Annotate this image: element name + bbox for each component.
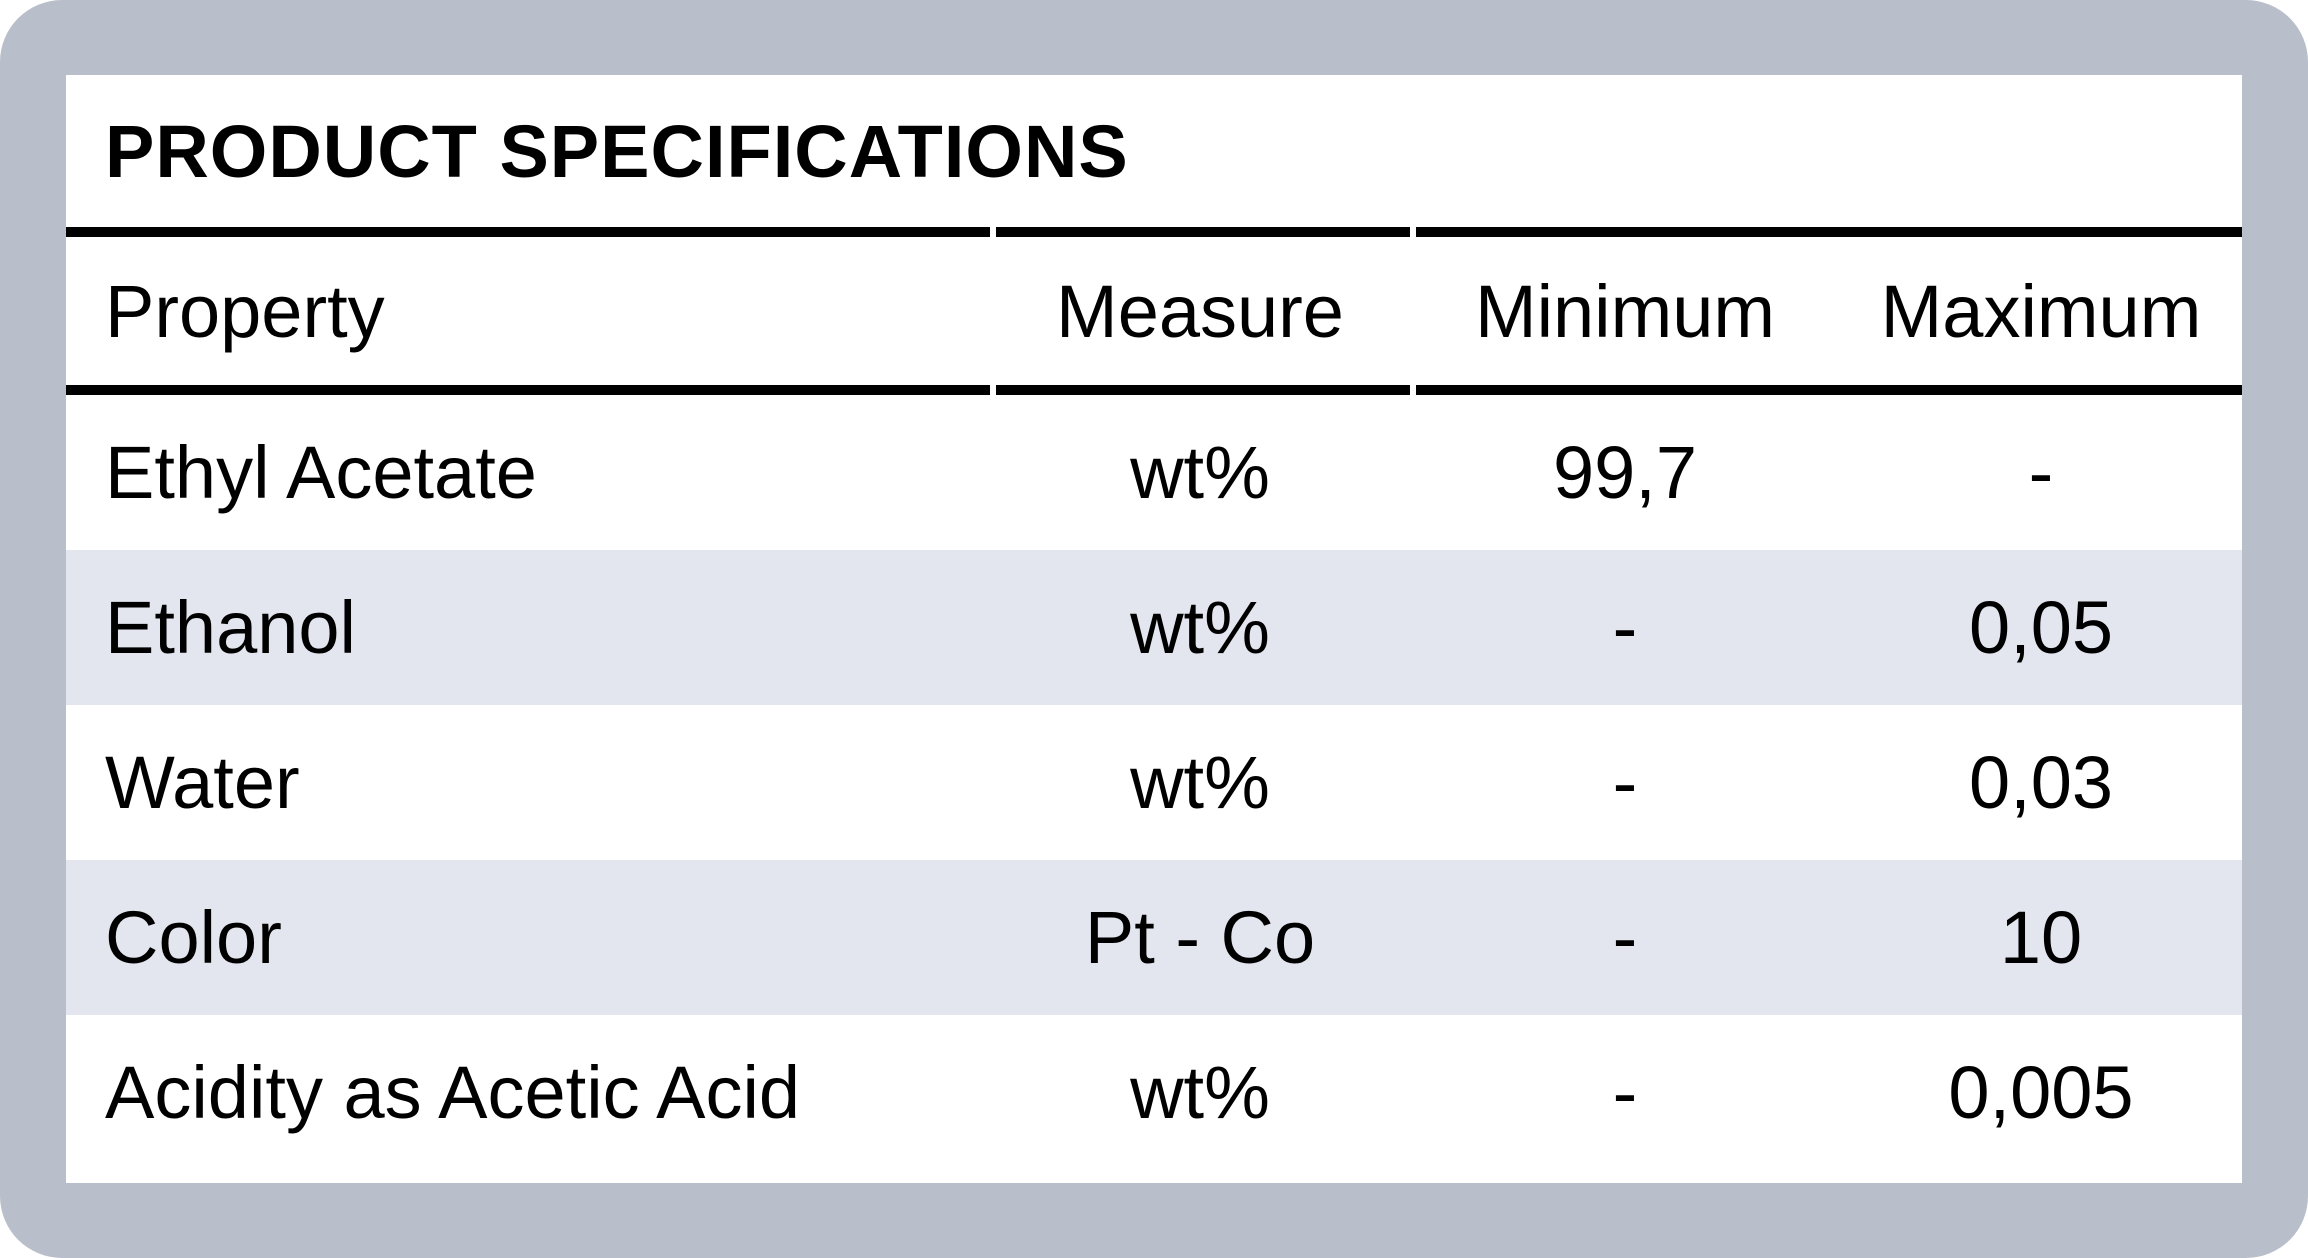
divider-gap bbox=[990, 227, 996, 237]
cell-property: Ethanol bbox=[105, 586, 356, 669]
table-row: Color Pt - Co - 10 bbox=[66, 860, 2242, 1015]
table-row: Ethanol wt% - 0,05 bbox=[66, 550, 2242, 705]
divider-segment bbox=[996, 227, 1410, 237]
divider-gap bbox=[1410, 227, 1416, 237]
page-title: PRODUCT SPECIFICATIONS bbox=[105, 109, 1129, 193]
column-header-measure: Measure bbox=[1056, 269, 1344, 353]
cell-maximum: 0,03 bbox=[1968, 741, 2114, 824]
cell-property: Acidity as Acetic Acid bbox=[105, 1051, 801, 1134]
cell-maximum: 0,005 bbox=[1948, 1051, 2134, 1134]
cell-minimum: - bbox=[1612, 586, 1638, 669]
cell-minimum: - bbox=[1612, 741, 1638, 824]
cell-measure: wt% bbox=[1130, 431, 1270, 514]
divider-segment bbox=[1416, 227, 2242, 237]
column-header-maximum: Maximum bbox=[1880, 269, 2202, 353]
divider-segment bbox=[66, 385, 990, 395]
cell-maximum: 0,05 bbox=[1968, 586, 2114, 669]
column-header-minimum: Minimum bbox=[1474, 269, 1776, 353]
cell-measure: wt% bbox=[1130, 1051, 1270, 1134]
cell-maximum: - bbox=[2028, 431, 2054, 514]
cell-minimum: - bbox=[1612, 1051, 1638, 1134]
cell-property: Color bbox=[105, 896, 282, 979]
divider-below-header bbox=[66, 385, 2242, 395]
divider-gap bbox=[1410, 385, 1416, 395]
title-bar: PRODUCT SPECIFICATIONS bbox=[66, 75, 2242, 227]
table-header-row: Property Measure Minimum Maximum bbox=[66, 237, 2242, 385]
divider-segment bbox=[996, 385, 1410, 395]
cell-property: Ethyl Acetate bbox=[105, 431, 537, 514]
cell-maximum: 10 bbox=[1999, 896, 2083, 979]
cell-minimum: - bbox=[1612, 896, 1638, 979]
table-row: Acidity as Acetic Acid wt% - 0,005 bbox=[66, 1015, 2242, 1170]
column-header-property: Property bbox=[105, 269, 385, 353]
divider-segment bbox=[1416, 385, 2242, 395]
divider-below-title bbox=[66, 227, 2242, 237]
cell-measure: wt% bbox=[1130, 586, 1270, 669]
cell-measure: Pt - Co bbox=[1084, 896, 1316, 979]
divider-segment bbox=[66, 227, 990, 237]
cell-property: Water bbox=[105, 741, 300, 824]
table-row: Ethyl Acetate wt% 99,7 - bbox=[66, 395, 2242, 550]
cell-measure: wt% bbox=[1130, 741, 1270, 824]
cell-minimum: 99,7 bbox=[1552, 431, 1698, 514]
table-row: Water wt% - 0,03 bbox=[66, 705, 2242, 860]
spec-card: PRODUCT SPECIFICATIONS Property Measure … bbox=[66, 75, 2242, 1183]
divider-gap bbox=[990, 385, 996, 395]
